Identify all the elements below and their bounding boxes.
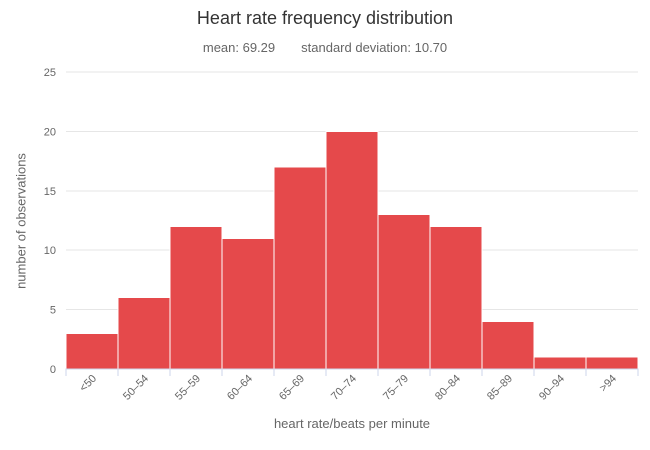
x-tick-label: 85–89	[485, 373, 515, 403]
y-tick-label: 20	[44, 126, 56, 138]
histogram-bar[interactable]	[117, 297, 171, 370]
histogram-bar[interactable]	[273, 166, 327, 370]
x-tick-label: 60–64	[225, 373, 255, 403]
histogram-bar[interactable]	[169, 225, 223, 370]
chart-title: Heart rate frequency distribution	[196, 8, 454, 28]
chart-subtitle: mean: 69.29 standard deviation: 10.70	[203, 40, 447, 55]
y-tick-label: 15	[44, 186, 56, 198]
x-axis-title: heart rate/beats per minute	[273, 416, 431, 431]
x-tick-label: <50	[77, 373, 99, 395]
subtitle-mean: mean: 69.29	[202, 40, 276, 55]
x-tick-label: 90–94	[537, 373, 567, 403]
y-axis-title: number of observations	[13, 153, 29, 289]
histogram-bar[interactable]	[65, 332, 119, 370]
x-tick-label: >94	[597, 373, 619, 395]
y-tick-label: 0	[50, 364, 56, 376]
histogram-bar[interactable]	[325, 130, 379, 370]
x-tick-label: 70–74	[329, 373, 359, 403]
subtitle-standard-deviation: standard deviation: 10.70	[301, 40, 448, 55]
x-tick-label: 80–84	[433, 373, 463, 403]
y-tick-label: 5	[50, 305, 56, 317]
x-tick-label: 50–54	[121, 373, 151, 403]
histogram-bar[interactable]	[585, 356, 639, 370]
histogram-bar[interactable]	[377, 214, 431, 370]
histogram-bar[interactable]	[533, 356, 587, 370]
y-tick-label: 10	[44, 245, 56, 257]
x-tick-label: 65–69	[277, 373, 307, 403]
histogram-bar[interactable]	[481, 320, 535, 370]
x-tick-label: 75–79	[381, 373, 411, 403]
histogram-bar[interactable]	[429, 225, 483, 370]
histogram-bar[interactable]	[221, 237, 275, 370]
y-tick-label: 25	[44, 67, 56, 79]
x-tick-label: 55–59	[173, 373, 203, 403]
